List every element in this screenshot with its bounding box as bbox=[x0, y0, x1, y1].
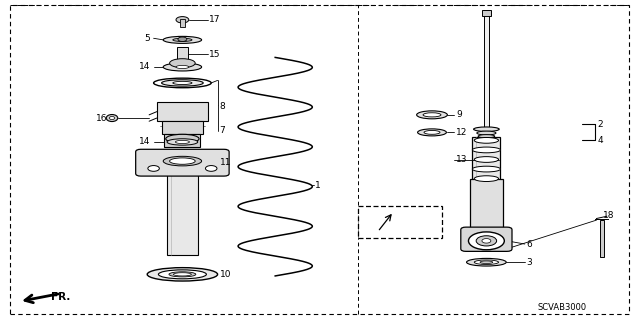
Ellipse shape bbox=[109, 116, 115, 120]
Ellipse shape bbox=[170, 158, 195, 164]
Ellipse shape bbox=[175, 140, 189, 144]
Ellipse shape bbox=[423, 113, 441, 117]
Ellipse shape bbox=[472, 166, 500, 172]
Circle shape bbox=[148, 166, 159, 171]
Ellipse shape bbox=[173, 273, 191, 276]
Ellipse shape bbox=[474, 127, 499, 131]
Ellipse shape bbox=[474, 260, 499, 264]
Circle shape bbox=[176, 17, 189, 23]
Ellipse shape bbox=[170, 59, 195, 68]
Ellipse shape bbox=[424, 130, 440, 134]
Circle shape bbox=[205, 166, 217, 171]
Ellipse shape bbox=[418, 129, 447, 136]
Bar bbox=[472, 137, 500, 233]
Bar bbox=[358, 206, 442, 238]
Ellipse shape bbox=[163, 156, 202, 166]
Ellipse shape bbox=[417, 111, 447, 119]
Ellipse shape bbox=[467, 258, 506, 266]
Text: 3: 3 bbox=[527, 258, 532, 267]
Text: 14: 14 bbox=[139, 63, 150, 71]
Bar bbox=[482, 10, 491, 16]
Ellipse shape bbox=[477, 131, 496, 135]
Text: 14: 14 bbox=[139, 137, 150, 146]
Ellipse shape bbox=[166, 134, 199, 143]
Text: 1: 1 bbox=[315, 181, 321, 189]
Text: B-29: B-29 bbox=[384, 225, 411, 235]
Ellipse shape bbox=[158, 270, 206, 279]
Text: 18: 18 bbox=[603, 211, 614, 220]
Text: 17: 17 bbox=[209, 15, 221, 24]
Bar bbox=[161, 121, 203, 134]
Ellipse shape bbox=[480, 261, 493, 263]
Ellipse shape bbox=[163, 63, 202, 71]
Bar bbox=[177, 47, 188, 61]
Ellipse shape bbox=[167, 139, 198, 145]
Ellipse shape bbox=[173, 38, 192, 41]
Ellipse shape bbox=[478, 135, 495, 138]
Text: 11: 11 bbox=[220, 158, 231, 167]
Text: 9: 9 bbox=[456, 110, 462, 119]
Text: 5: 5 bbox=[145, 34, 150, 43]
Text: SCVAB3000: SCVAB3000 bbox=[538, 303, 587, 312]
Ellipse shape bbox=[474, 137, 499, 143]
Text: 7: 7 bbox=[220, 126, 225, 135]
Bar bbox=[180, 19, 185, 27]
FancyBboxPatch shape bbox=[461, 227, 512, 251]
Circle shape bbox=[178, 37, 187, 41]
Bar bbox=[470, 179, 503, 242]
Ellipse shape bbox=[472, 147, 500, 153]
Ellipse shape bbox=[163, 36, 202, 43]
Text: 16: 16 bbox=[96, 114, 108, 122]
Ellipse shape bbox=[106, 115, 118, 122]
Text: 4: 4 bbox=[597, 136, 603, 145]
Bar bbox=[164, 134, 200, 147]
Circle shape bbox=[482, 239, 491, 243]
Ellipse shape bbox=[173, 81, 192, 85]
Circle shape bbox=[468, 232, 504, 250]
Ellipse shape bbox=[474, 176, 499, 182]
Text: 10: 10 bbox=[220, 270, 231, 279]
Text: 15: 15 bbox=[209, 50, 221, 59]
Circle shape bbox=[476, 236, 497, 246]
Text: 13: 13 bbox=[456, 155, 468, 164]
Text: 6: 6 bbox=[527, 240, 532, 249]
Ellipse shape bbox=[474, 157, 499, 162]
Ellipse shape bbox=[147, 268, 218, 281]
Ellipse shape bbox=[176, 65, 189, 69]
FancyBboxPatch shape bbox=[136, 149, 229, 176]
Text: FR.: FR. bbox=[51, 292, 70, 302]
Text: 12: 12 bbox=[456, 128, 468, 137]
Bar bbox=[167, 174, 198, 255]
Ellipse shape bbox=[169, 272, 196, 277]
Ellipse shape bbox=[154, 78, 211, 88]
Text: 8: 8 bbox=[220, 102, 225, 111]
Bar bbox=[600, 220, 604, 257]
Bar bbox=[484, 10, 489, 131]
Ellipse shape bbox=[161, 80, 204, 86]
Bar bbox=[157, 102, 208, 121]
Text: 2: 2 bbox=[597, 120, 603, 129]
